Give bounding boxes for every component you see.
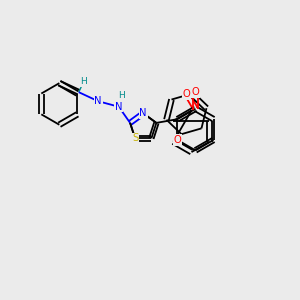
Text: N: N xyxy=(94,96,102,106)
Text: O: O xyxy=(183,89,191,99)
Text: S: S xyxy=(132,133,138,143)
Text: H: H xyxy=(118,91,125,100)
Text: O: O xyxy=(174,135,181,145)
Text: O: O xyxy=(192,87,200,98)
Text: O: O xyxy=(174,135,181,145)
Text: N: N xyxy=(140,108,147,118)
Text: N: N xyxy=(115,102,123,112)
Text: H: H xyxy=(80,77,87,86)
